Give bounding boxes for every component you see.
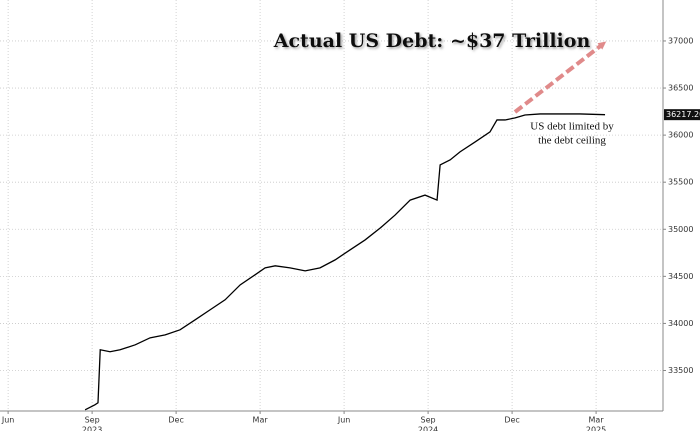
x-tick-label: Jun — [337, 416, 351, 425]
annotation: the debt ceiling — [538, 135, 606, 147]
x-tick-label: Dec — [504, 416, 519, 425]
y-tick-label: 34000 — [668, 319, 693, 328]
y-tick-label: 36500 — [668, 84, 693, 93]
x-tick-label: Dec — [168, 416, 183, 425]
y-tick-label: 35000 — [668, 225, 693, 234]
x-tick-label: Sep — [85, 416, 100, 425]
x-tick-label: Mar — [589, 416, 605, 425]
x-tick-label: Jun — [1, 416, 15, 425]
y-tick-label: 37000 — [668, 36, 693, 45]
y-tick-label: 34500 — [668, 272, 693, 281]
x-tick-label: Mar — [253, 416, 269, 425]
line — [84, 113, 606, 411]
value-label-box — [664, 109, 700, 121]
grid — [0, 0, 663, 411]
value-label: 36217.20 — [666, 110, 700, 119]
annotation: Actual US Debt: ~$37 Trillion — [273, 30, 591, 52]
annotation: US debt limited by — [530, 121, 614, 133]
y-tick-label: 36000 — [668, 131, 693, 140]
x-tick-label: Sep — [421, 416, 436, 425]
x-year-label: 2024 — [418, 426, 438, 431]
x-year-label: 2023 — [82, 426, 102, 431]
arrow — [513, 41, 607, 114]
y-tick-label: 33500 — [668, 366, 693, 375]
y-tick-label: 35500 — [668, 178, 693, 187]
x-year-label: 2025 — [586, 426, 606, 431]
